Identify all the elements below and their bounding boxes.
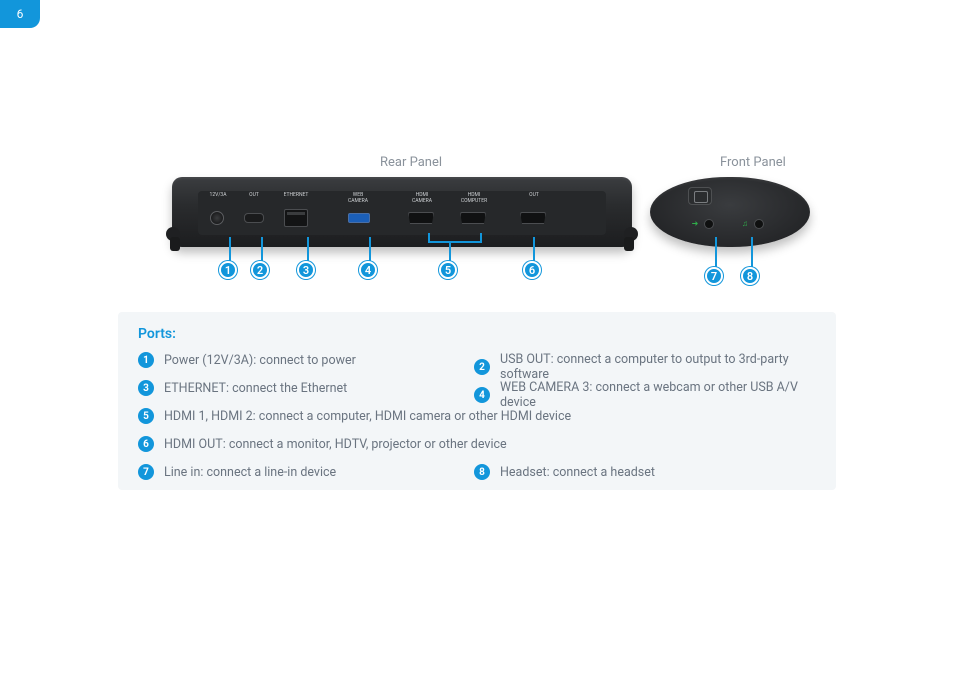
- callout-bubble-8: 8: [741, 267, 759, 285]
- callout-line-7: [715, 237, 717, 267]
- legend-badge-2: 2: [474, 359, 490, 375]
- callout-bubble-4: 4: [359, 261, 377, 279]
- callout-line-2: [261, 237, 263, 261]
- callout-bubble-1: 1: [219, 261, 237, 279]
- callout-bubble-5: 5: [439, 261, 457, 279]
- legend-item-6: 6 HDMI OUT: connect a monitor, HDTV, proj…: [138, 436, 507, 452]
- legend-item-4: 4 WEB CAMERA 3: connect a webcam or other…: [474, 380, 816, 410]
- jack-line-in: [704, 219, 714, 229]
- legend-text-4: WEB CAMERA 3: connect a webcam or other …: [500, 380, 816, 410]
- callout-bubble-7: 7: [705, 267, 723, 285]
- port-usb-out: [244, 213, 264, 223]
- panels-area: Rear Panel Front Panel 12V/3A OUT ETHERN…: [0, 155, 954, 300]
- legend-item-8: 8 Headset: connect a headset: [474, 464, 655, 480]
- callouts-layer: 12 3 4 5 6 78: [0, 237, 954, 297]
- callout-bracket-5: [428, 233, 482, 243]
- legend-badge-1: 1: [138, 352, 154, 368]
- port-ethernet: [284, 209, 308, 227]
- port-label-usb-out: OUT: [234, 193, 274, 199]
- port-label-hdmi-out: OUT: [514, 193, 554, 199]
- port-label-hdmi-camera: HDMI CAMERA: [402, 193, 442, 204]
- legend-text-6: HDMI OUT: connect a monitor, HDTV, proje…: [164, 437, 507, 452]
- jack-headset: [754, 219, 764, 229]
- port-hdmi-out: [520, 212, 546, 224]
- rear-panel-face: 12V/3A OUT ETHERNET WEB CAMERA HDMI CAME…: [198, 191, 606, 235]
- callout-line-3: [307, 237, 309, 261]
- legend-text-3: ETHERNET: connect the Ethernet: [164, 381, 347, 396]
- port-label-hdmi-computer: HDMI COMPUTER: [454, 193, 494, 204]
- callout-bubble-3: 3: [297, 261, 315, 279]
- legend-badge-4: 4: [474, 387, 490, 403]
- page-number-tab: 6: [0, 0, 40, 28]
- callout-line-8: [751, 237, 753, 267]
- callout-bubble-6: 6: [523, 261, 541, 279]
- front-panel-title: Front Panel: [720, 155, 786, 170]
- legend-text-1: Power (12V/3A): connect to power: [164, 353, 356, 368]
- legend-item-2: 2 USB OUT: connect a computer to output t…: [474, 352, 816, 382]
- rear-panel-title: Rear Panel: [380, 155, 442, 170]
- headset-icon: ♫: [740, 219, 750, 229]
- ports-legend: Ports: 1 Power (12V/3A): connect to power…: [118, 312, 836, 490]
- legend-badge-8: 8: [474, 464, 490, 480]
- port-hdmi-computer: [460, 212, 486, 224]
- callout-line-5: [449, 243, 451, 261]
- legend-item-7: 7 Line in: connect a line-in device: [138, 464, 336, 480]
- port-web-camera: [348, 213, 370, 223]
- legend-item-3: 3 ETHERNET: connect the Ethernet: [138, 380, 347, 396]
- legend-text-8: Headset: connect a headset: [500, 465, 655, 480]
- legend-text-5: HDMI 1, HDMI 2: connect a computer, HDMI…: [164, 409, 571, 424]
- port-label-power: 12V/3A: [198, 193, 238, 199]
- legend-item-1: 1 Power (12V/3A): connect to power: [138, 352, 356, 368]
- legend-badge-7: 7: [138, 464, 154, 480]
- legend-text-7: Line in: connect a line-in device: [164, 465, 336, 480]
- legend-badge-5: 5: [138, 408, 154, 424]
- front-button: [688, 187, 712, 205]
- legend-badge-3: 3: [138, 380, 154, 396]
- callout-bubble-2: 2: [251, 261, 269, 279]
- legend-badge-6: 6: [138, 436, 154, 452]
- callout-line-6: [533, 237, 535, 261]
- callout-line-4: [369, 237, 371, 261]
- line-in-icon: ➜: [690, 219, 700, 229]
- callout-line-1: [229, 237, 231, 261]
- port-label-ethernet: ETHERNET: [276, 193, 316, 199]
- legend-title: Ports:: [138, 326, 816, 342]
- port-label-web-camera: WEB CAMERA: [338, 193, 378, 204]
- legend-item-5: 5 HDMI 1, HDMI 2: connect a computer, HDM…: [138, 408, 571, 424]
- legend-text-2: USB OUT: connect a computer to output to…: [500, 352, 816, 382]
- port-hdmi-camera: [408, 212, 434, 224]
- port-power: [210, 211, 224, 225]
